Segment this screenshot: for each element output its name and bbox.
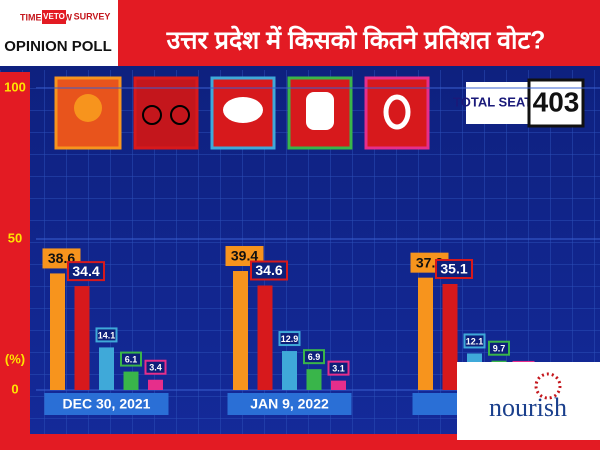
value-label: 3.1 xyxy=(332,364,345,374)
bar xyxy=(99,347,114,390)
logo-box xyxy=(0,0,118,66)
value-label-box xyxy=(120,351,142,367)
party-icon xyxy=(364,76,430,150)
party-symbol xyxy=(170,105,190,125)
bar xyxy=(306,369,322,390)
value-label-box xyxy=(303,349,325,365)
bar xyxy=(148,379,163,390)
party-symbol xyxy=(74,94,102,122)
value-label: 34.6 xyxy=(255,262,282,278)
value-label: 12.9 xyxy=(281,334,299,344)
value-label: 6.9 xyxy=(308,352,321,362)
value-label: 39.4 xyxy=(231,248,258,264)
y-tick-label: 0 xyxy=(11,381,18,396)
value-label-box xyxy=(488,340,510,356)
value-label: 3.4 xyxy=(149,363,162,373)
y-tick-label: 50 xyxy=(8,230,22,245)
total-seats-label: TOTAL SEATS xyxy=(453,94,541,109)
value-label-box xyxy=(327,360,350,376)
value-label: 35.1 xyxy=(440,261,467,277)
y-tick-label: 100 xyxy=(4,79,26,94)
x-tick-label: JAN 9, 2022 xyxy=(250,396,329,412)
bar xyxy=(331,380,346,390)
bar xyxy=(257,285,273,390)
party-icons xyxy=(54,76,430,150)
value-label: 9.7 xyxy=(493,344,506,354)
badge: VETO xyxy=(43,12,65,21)
value-label-box xyxy=(435,258,473,279)
value-label-box xyxy=(67,261,105,282)
value-label-box xyxy=(144,359,167,375)
total-seats-value: 403 xyxy=(533,86,580,117)
sponsor: nourish xyxy=(489,393,567,422)
bar xyxy=(233,271,248,390)
axis-strip xyxy=(0,72,30,434)
sponsor-box xyxy=(457,362,600,440)
bar xyxy=(442,283,458,390)
bar xyxy=(74,286,90,390)
category-box xyxy=(227,393,352,415)
party-symbol xyxy=(306,92,334,130)
value-label-box xyxy=(95,327,118,343)
y-axis-label: (%) xyxy=(5,351,25,366)
sponsor-logo xyxy=(534,372,562,400)
total-seats-box xyxy=(466,82,528,124)
value-label: 34.4 xyxy=(72,263,99,279)
bar xyxy=(282,351,297,390)
party-symbol xyxy=(142,105,162,125)
badge-box xyxy=(42,10,66,24)
value-label-box xyxy=(463,333,486,349)
value-label-box xyxy=(278,331,301,347)
bar xyxy=(123,371,139,390)
value-label-box xyxy=(250,260,288,281)
category-box xyxy=(44,393,169,415)
chart-title: उत्तर प्रदेश में किसको कितने प्रतिशत वोट… xyxy=(166,26,546,55)
party-symbol xyxy=(223,97,263,123)
bar xyxy=(418,277,433,390)
survey: SURVEY xyxy=(74,11,111,21)
party-symbol xyxy=(383,94,411,130)
bar xyxy=(50,273,65,390)
party-icon xyxy=(133,76,199,150)
value-label: 12.1 xyxy=(466,336,484,346)
x-tick-label: DEC 30, 2021 xyxy=(63,396,151,412)
value-label: 14.1 xyxy=(98,330,116,340)
bottom-strip xyxy=(0,434,600,450)
show-name: OPINION POLL xyxy=(4,38,112,55)
value-label: 6.1 xyxy=(125,354,138,364)
